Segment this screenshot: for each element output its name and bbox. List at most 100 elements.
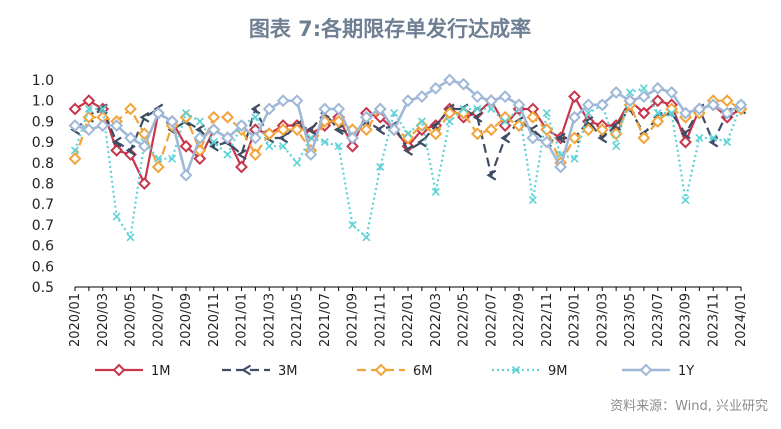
- x-tick-label: 2024/01: [734, 293, 749, 347]
- y-tick-label: 0.9: [32, 114, 54, 130]
- point-9m: [625, 88, 635, 97]
- point-3m: [306, 124, 316, 136]
- point-3m: [195, 124, 205, 136]
- point-3m: [597, 132, 608, 144]
- point-1y: [665, 86, 679, 99]
- legend-item-9m: 9M: [492, 364, 568, 379]
- point-1y: [401, 94, 415, 108]
- y-tick-label: 0.6: [32, 259, 54, 275]
- legend-marker-1y: [639, 363, 653, 377]
- point-1y: [124, 131, 137, 145]
- point-1y: [595, 98, 609, 112]
- x-tick-label: 2023/01: [568, 293, 583, 347]
- x-tick-label: 2022/01: [401, 293, 416, 347]
- y-tick-label: 0.9: [32, 135, 54, 151]
- point-1y: [193, 131, 207, 145]
- point-6m: [443, 106, 457, 120]
- x-tick-label: 2020/05: [124, 293, 139, 347]
- point-1y: [623, 94, 637, 108]
- y-axis: 1.0 1.0 0.9 0.9 0.8 0.8 0.7 0.7 0.6 0.6 0.5: [32, 73, 54, 296]
- point-9m: [542, 109, 551, 118]
- point-9m: [417, 117, 426, 126]
- point-9m: [223, 150, 232, 159]
- point-3m: [486, 169, 497, 181]
- x-tick-label: 2023/09: [679, 293, 694, 347]
- point-3m: [680, 128, 691, 140]
- point-1y: [415, 90, 429, 103]
- point-3m: [250, 103, 261, 115]
- point-6m: [470, 127, 484, 141]
- point-6m: [595, 123, 609, 137]
- point-9m: [431, 187, 440, 196]
- point-9m: [681, 195, 690, 205]
- point-9m: [639, 84, 648, 93]
- point-6m: [359, 123, 373, 137]
- y-tick-label: 1.0: [32, 73, 54, 89]
- point-1m: [110, 143, 124, 157]
- point-9m: [84, 104, 93, 114]
- point-1m: [68, 102, 82, 116]
- point-1y: [137, 139, 151, 153]
- point-9m: [209, 138, 218, 147]
- point-3m: [555, 132, 566, 144]
- x-tick-label: 2023/11: [706, 293, 721, 347]
- point-1y: [734, 98, 748, 112]
- source-note: 资料来源：Wind, 兴业研究: [610, 399, 768, 414]
- x-tick-label: 2023/07: [651, 293, 666, 347]
- point-9m: [528, 195, 537, 205]
- point-6m: [151, 160, 165, 174]
- point-1y: [165, 114, 179, 128]
- point-6m: [248, 148, 262, 161]
- chart-title: 图表 7:各期限存单发行达成率: [249, 17, 531, 41]
- point-9m: [390, 109, 399, 118]
- x-tick-label: 2021/01: [235, 293, 250, 347]
- point-6m: [429, 127, 443, 141]
- point-1y: [276, 94, 290, 108]
- point-1m: [235, 160, 248, 174]
- point-3m: [500, 132, 511, 144]
- legend-marker-1m: [112, 363, 126, 377]
- y-tick-label: 0.6: [32, 239, 54, 255]
- point-1y: [110, 119, 124, 132]
- point-6m: [262, 127, 276, 141]
- point-3m: [403, 144, 414, 156]
- point-9m: [653, 109, 662, 118]
- point-9m: [168, 154, 177, 163]
- point-1y: [512, 98, 526, 112]
- x-tick-label: 2023/03: [595, 293, 610, 347]
- point-1y: [429, 81, 443, 95]
- point-1y: [443, 73, 457, 87]
- x-tick-label: 2023/05: [623, 293, 638, 347]
- series-1y: [68, 73, 748, 182]
- point-9m: [154, 154, 163, 163]
- y-tick-label: 0.7: [32, 197, 54, 213]
- point-1y: [637, 90, 651, 103]
- x-tick-label: 2021/03: [262, 293, 277, 347]
- point-1y: [484, 94, 498, 108]
- point-9m: [292, 158, 302, 167]
- point-9m: [723, 138, 732, 147]
- point-3m: [375, 124, 386, 136]
- point-1y: [470, 90, 484, 103]
- point-6m: [68, 152, 82, 166]
- y-tick-label: 0.8: [32, 156, 54, 172]
- point-1y: [262, 102, 276, 116]
- point-9m: [70, 146, 80, 155]
- point-1y: [540, 135, 554, 149]
- point-9m: [181, 109, 191, 118]
- series-9m: [70, 84, 746, 242]
- legend: 1M 3M 6M 9M 1Y: [95, 363, 694, 379]
- point-3m: [125, 144, 136, 156]
- point-6m: [637, 131, 651, 145]
- point-6m: [124, 102, 137, 116]
- x-tick-label: 2021/11: [373, 293, 388, 347]
- legend-item-1y: 1Y: [622, 363, 694, 379]
- point-1m: [124, 148, 137, 161]
- point-1y: [526, 131, 540, 145]
- point-1y: [82, 123, 96, 137]
- point-1y: [346, 131, 359, 145]
- point-9m: [445, 117, 454, 126]
- point-1y: [221, 131, 235, 145]
- legend-item-3m: 3M: [222, 364, 298, 379]
- point-1m: [193, 152, 207, 166]
